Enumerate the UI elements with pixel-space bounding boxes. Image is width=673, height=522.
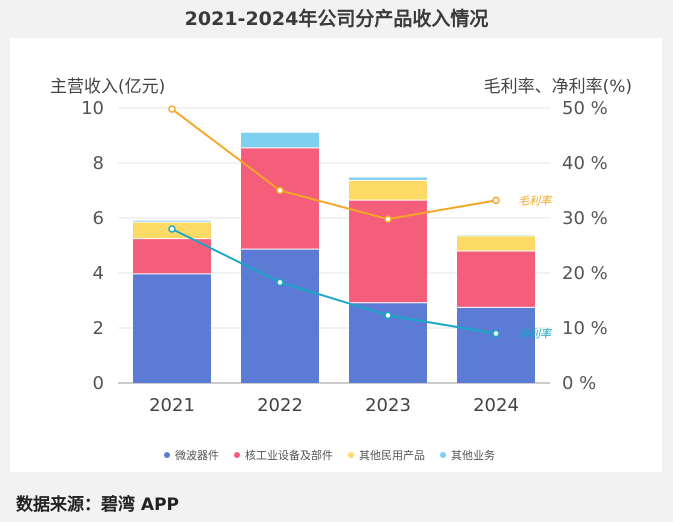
line-point: [384, 215, 392, 223]
legend-marker: [234, 452, 240, 458]
y-tick-label: 10: [81, 98, 104, 119]
y2-tick-label: 30 %: [562, 208, 608, 229]
legend-marker: [348, 452, 354, 458]
chart-svg: 0 2 4 6 8 10 0 % 10 % 20 % 30 % 40 % 50 % 主营收入(亿元) 毛利…: [50, 77, 632, 462]
line-series-label: 净利率: [518, 328, 553, 341]
legend-label: 微波器件: [175, 448, 219, 462]
bar-segment: [241, 132, 319, 148]
data-source: 数据来源：碧湾 APP: [16, 495, 179, 515]
legend-label: 其他民用产品: [359, 448, 425, 462]
x-tick-label: 2021: [149, 395, 195, 416]
y2-tick-label: 40 %: [562, 153, 608, 174]
legend-marker: [440, 452, 446, 458]
line-point: [168, 225, 176, 233]
x-tick-label: 2022: [257, 395, 303, 416]
legend-label: 其他业务: [451, 449, 495, 462]
y2-axis-title: 毛利率、净利率(%): [484, 77, 632, 97]
bar-segment: [349, 177, 427, 181]
line-series: [171, 228, 497, 335]
y2-tick-label: 50 %: [562, 98, 608, 119]
bar-segment: [457, 307, 535, 383]
chart-panel: 0 2 4 6 8 10 0 % 10 % 20 % 30 % 40 % 50 % 主营收入(亿元) 毛利…: [10, 38, 662, 472]
line-series-label: 毛利率: [518, 194, 553, 207]
bar-segment: [133, 220, 211, 223]
bar-segment: [133, 273, 211, 383]
legend-label: 核工业设备及部件: [245, 448, 333, 462]
chart-title: 2021-2024年公司分产品收入情况: [184, 8, 489, 30]
x-tick-label: 2024: [473, 395, 519, 416]
y2-tick-label: 10 %: [562, 318, 608, 339]
bar-segment: [241, 249, 319, 383]
legend-marker: [164, 452, 170, 458]
y2-tick-label: 20 %: [562, 263, 608, 284]
line-point: [492, 329, 500, 338]
line-point: [276, 186, 284, 195]
y-tick-label: 0: [93, 373, 104, 394]
bar-segment: [133, 238, 211, 274]
bar-segment: [241, 147, 319, 250]
y-tick-label: 6: [93, 208, 104, 229]
y-tick-label: 8: [93, 153, 104, 174]
y-tick-label: 2: [93, 318, 104, 339]
y-tick-label: 4: [93, 263, 104, 284]
bar-segment: [457, 235, 535, 251]
line-series: [171, 108, 497, 221]
line-point: [168, 105, 176, 113]
y-axis-title: 主营收入(亿元): [50, 77, 165, 97]
x-tick-label: 2023: [365, 395, 411, 416]
y2-tick-label: 0 %: [562, 373, 596, 394]
line-point: [276, 278, 284, 287]
bar-segment: [349, 180, 427, 201]
bar-segment: [457, 251, 535, 308]
line-point: [384, 311, 392, 320]
line-point: [492, 196, 500, 205]
